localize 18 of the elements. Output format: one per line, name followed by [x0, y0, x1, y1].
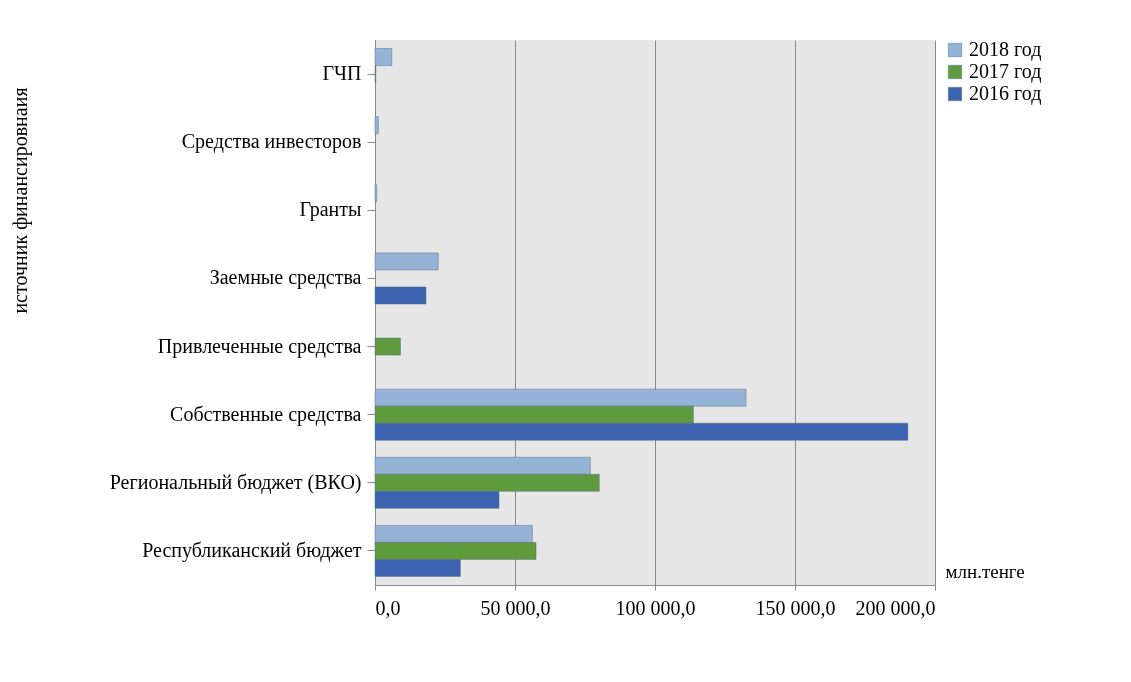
x-tick-label: 100 000,0 [615, 596, 696, 619]
y-tick-label: Региональный бюджет (ВКО) [109, 470, 362, 494]
y-tick-label: Собственные средства [170, 402, 362, 426]
x-tick-label: 50 000,0 [480, 596, 551, 619]
y-tick-label: Заемные средства [209, 266, 362, 290]
legend-label: 2016 год [969, 82, 1042, 105]
y-tick-label: ГЧП [322, 62, 362, 85]
x-tick-label: 150 000,0 [755, 596, 836, 619]
y-tick-label: Гранты [299, 198, 362, 222]
x-tick-label: 200 000,0 [855, 596, 936, 619]
y-tick-label: Республиканский бюджет [142, 538, 362, 562]
y-axis-title: источник финансировнаия [8, 87, 32, 314]
legend-label: 2017 год [969, 60, 1042, 83]
y-tick-label: Привлеченные средства [157, 334, 362, 358]
legend-label: 2018 год [969, 38, 1042, 61]
x-axis-title: млн.тенге [945, 560, 1025, 582]
y-tick-label: Средства инвесторов [181, 130, 362, 154]
x-tick-label: 0,0 [375, 596, 401, 619]
